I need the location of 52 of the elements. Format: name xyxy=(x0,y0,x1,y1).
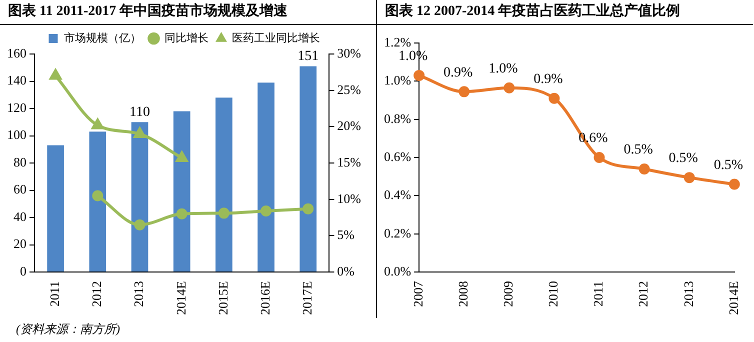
chart-title: 图表 11 2011-2017 年中国疫苗市场规模及增速 xyxy=(0,0,376,25)
x-tick-label: 2011 xyxy=(590,281,606,307)
chart-title: 图表 12 2007-2014 年疫苗占医药工业总产值比例 xyxy=(377,0,753,25)
y-tick-label: 0.2% xyxy=(384,225,412,240)
x-tick-label: 2013 xyxy=(680,281,696,308)
y-tick-label: 20 xyxy=(14,236,26,252)
data-label: 110 xyxy=(129,104,150,120)
y-tick-label: 60 xyxy=(14,182,26,197)
data-label: 1.0% xyxy=(488,62,518,77)
data-label: 0.9% xyxy=(444,65,474,80)
y-tick-label: 120 xyxy=(7,100,26,115)
legend-label: 市场规模（亿） xyxy=(64,31,141,44)
x-tick-label: 2007 xyxy=(410,280,426,308)
y-tick-label: 100 xyxy=(7,127,26,142)
y-tick-label: 80 xyxy=(14,154,26,170)
y2-tick-label: 25% xyxy=(337,82,362,97)
data-label: 0.9% xyxy=(534,72,564,88)
y-tick-label: 160 xyxy=(7,45,26,60)
y2-tick-label: 30% xyxy=(337,45,362,60)
y-tick-label: 1.0% xyxy=(384,72,412,88)
y-tick-label: 0.4% xyxy=(384,187,412,202)
x-tick-label: 2013 xyxy=(131,281,146,308)
x-tick-label: 2017E xyxy=(300,281,315,316)
y2-tick-label: 20% xyxy=(337,118,362,134)
text: (资料来源：南方所) xyxy=(16,321,121,338)
data-label: 0.5% xyxy=(624,142,654,158)
y-tick-label: 0.0% xyxy=(384,263,412,278)
x-tick-label: 2008 xyxy=(456,281,471,308)
x-tick-label: 2014E xyxy=(173,281,188,316)
x-tick-label: 2010 xyxy=(546,281,561,308)
y-tick-label: 0.8% xyxy=(384,110,412,126)
data-label: 0.5% xyxy=(714,158,744,173)
x-tick-label: 2014E xyxy=(726,281,741,316)
data-label: 0.5% xyxy=(668,151,698,166)
y-tick-label: 40 xyxy=(14,208,26,224)
legend-label: 同比增长 xyxy=(164,31,208,44)
x-tick-label: 2012 xyxy=(89,281,104,308)
x-tick-label: 2011 xyxy=(46,281,62,307)
legend-label: 医药工业同比增长 xyxy=(232,31,320,44)
y2-tick-label: 15% xyxy=(337,154,362,170)
y-tick-label: 0.6% xyxy=(384,148,412,164)
y-tick-label: 1.2% xyxy=(384,34,412,50)
data-label: 151 xyxy=(298,48,319,64)
x-tick-label: 2016E xyxy=(257,281,272,316)
x-tick-label: 2009 xyxy=(500,281,516,308)
x-tick-label: 2012 xyxy=(636,281,651,308)
y-tick-label: 0 xyxy=(20,263,26,278)
y2-tick-label: 0% xyxy=(337,263,355,278)
y-tick-label: 140 xyxy=(7,72,26,88)
y2-tick-label: 5% xyxy=(337,227,355,242)
y2-tick-label: 10% xyxy=(337,190,362,206)
x-tick-label: 2015E xyxy=(215,281,230,316)
